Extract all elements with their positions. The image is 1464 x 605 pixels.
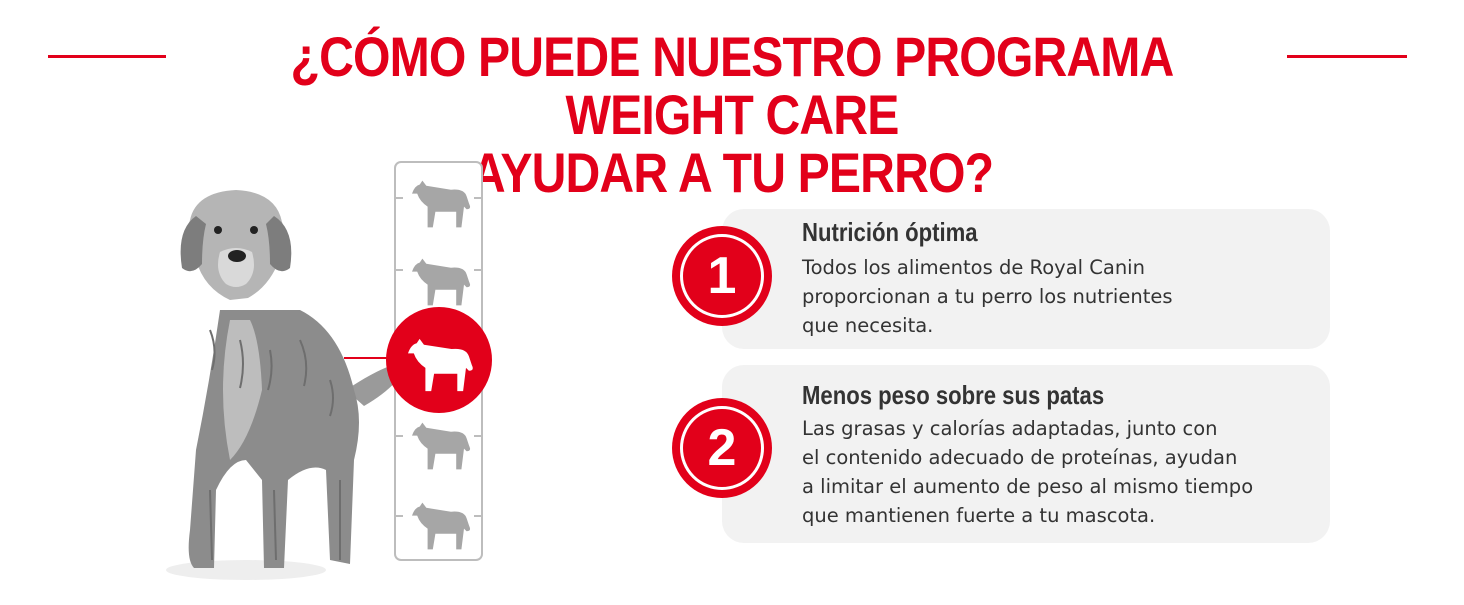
number-badge-2-label: 2 [680, 406, 764, 490]
benefit-title-2: Menos peso sobre sus patas [802, 380, 1105, 410]
benefit-text-1-line-1: Todos los alimentos de Royal Canin [802, 256, 1145, 279]
page-title: ¿CÓMO PUEDE NUESTRO PROGRAMA WEIGHT CARE… [240, 28, 1224, 202]
dog-weight-illustration [150, 160, 510, 600]
number-badge-1-label: 1 [680, 234, 764, 318]
benefit-text-2-line-2: el contenido adecuado de proteínas, ayud… [802, 446, 1238, 469]
title-line-right [1287, 55, 1407, 58]
page-title-line-1: ¿CÓMO PUEDE NUESTRO PROGRAMA WEIGHT CARE [290, 25, 1175, 146]
benefit-title-1: Nutrición óptima [802, 217, 978, 247]
number-badge-1: 1 [672, 226, 772, 326]
dog-weight-graphic [166, 161, 492, 580]
dog-photo [166, 190, 408, 580]
benefit-text-2: Las grasas y calorías adaptadas, junto c… [802, 414, 1253, 530]
benefit-text-2-line-3: a limitar el aumento de peso al mismo ti… [802, 475, 1254, 498]
benefit-text-1: Todos los alimentos de Royal Canin propo… [802, 253, 1173, 340]
benefit-card-1: Nutrición óptima Todos los alimentos de … [722, 209, 1330, 349]
page-title-line-2: AYUDAR A TU PERRO? [470, 141, 994, 204]
benefit-text-1-line-2: proporcionan a tu perro los nutrientes [802, 285, 1173, 308]
benefit-card-2: Menos peso sobre sus patas Las grasas y … [722, 365, 1330, 543]
benefit-text-1-line-3: que necesita. [802, 314, 934, 337]
number-badge-2: 2 [672, 398, 772, 498]
benefit-text-2-line-1: Las grasas y calorías adaptadas, junto c… [802, 417, 1218, 440]
weight-scale [344, 161, 492, 561]
benefit-text-2-line-4: que mantienen fuerte a tu mascota. [802, 504, 1156, 527]
title-line-left [48, 55, 166, 58]
